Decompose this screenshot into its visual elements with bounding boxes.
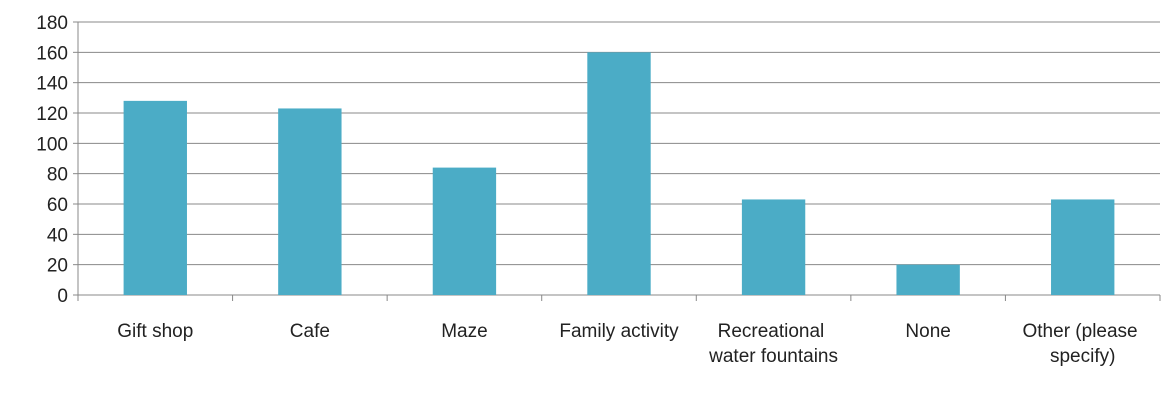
bar [741,199,806,295]
x-tick-label-line: Other (please [1023,321,1143,342]
x-tick-label-line: specify) [1050,346,1115,367]
x-tick-label: Maze [441,321,487,342]
x-tick-label: Recreational water fountains [708,321,838,367]
y-tick-label: 140 [36,74,68,95]
y-tick-label: 80 [47,165,68,186]
x-tick-label-line: Cafe [290,321,330,342]
x-tick-label-line: Family activity [559,321,679,342]
y-tick-label: 100 [36,134,68,155]
x-tick-label-line: Gift shop [117,321,193,342]
y-tick-label: 60 [47,195,68,216]
y-tick-label: 40 [47,225,68,246]
bar [587,52,651,296]
x-tick-label: Family activity [559,321,679,342]
y-tick-label: 20 [47,256,68,277]
y-tick-label: 0 [57,286,68,307]
bar [1051,199,1115,295]
x-tick-label-line: None [905,321,950,342]
y-tick-label: 180 [36,13,68,34]
y-tick-label: 120 [36,104,68,125]
x-tick-label-line: Recreational [718,321,830,342]
bar [278,108,342,295]
x-tick-label-line: water fountains [708,346,838,367]
x-tick-label: Cafe [290,321,330,342]
bar [432,167,497,295]
bar [896,264,960,295]
x-tick-label: None [905,321,950,342]
bar [123,100,187,295]
x-tick-label: Gift shop [117,321,193,342]
x-tick-label: Other (please specify) [1023,321,1143,367]
x-tick-label-line: Maze [441,321,487,342]
y-tick-label: 160 [36,43,68,64]
